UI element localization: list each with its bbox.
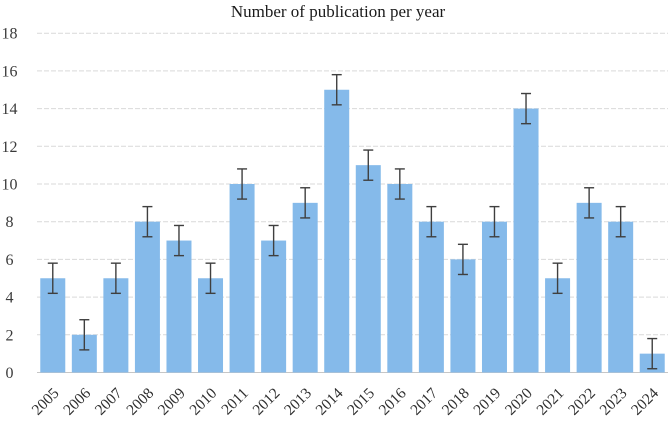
x-tick-label: 2019 xyxy=(470,385,504,419)
x-tick-label: 2015 xyxy=(344,385,378,419)
x-tick-label: 2010 xyxy=(186,385,220,419)
chart-title: Number of publication per year xyxy=(231,2,446,21)
x-tick-label: 2017 xyxy=(407,385,441,419)
bar xyxy=(355,165,381,373)
y-tick-label: 4 xyxy=(6,290,14,307)
bar xyxy=(513,108,539,373)
x-tick-label: 2005 xyxy=(29,385,63,419)
bars xyxy=(40,89,665,373)
x-tick-label: 2024 xyxy=(628,385,662,419)
x-tick-label: 2006 xyxy=(60,385,94,419)
y-tick-label: 8 xyxy=(6,214,14,231)
bar xyxy=(418,221,444,373)
x-tick-label: 2016 xyxy=(376,385,410,419)
x-tick-label: 2022 xyxy=(565,385,599,419)
x-tick-label: 2023 xyxy=(597,385,631,419)
bar xyxy=(481,221,507,373)
bar xyxy=(576,202,602,373)
bar xyxy=(608,221,634,373)
bar xyxy=(292,202,318,373)
bar xyxy=(134,221,160,373)
bar xyxy=(166,240,192,373)
y-tick-label: 0 xyxy=(6,365,14,382)
y-tick-label: 2 xyxy=(6,327,14,344)
y-tick-label: 6 xyxy=(6,252,14,269)
x-tick-label: 2011 xyxy=(218,385,252,419)
x-tick-label: 2021 xyxy=(533,385,567,419)
error-bars xyxy=(47,73,658,370)
x-tick-label: 2009 xyxy=(155,385,189,419)
bar xyxy=(450,259,476,373)
x-tick-label: 2013 xyxy=(281,385,315,419)
bar xyxy=(261,240,287,373)
x-axis-labels: 2005200620072008200920102011201220132014… xyxy=(29,385,663,419)
x-tick-label: 2018 xyxy=(439,385,473,419)
y-tick-label: 14 xyxy=(2,101,18,118)
x-tick-label: 2008 xyxy=(123,385,157,419)
bar xyxy=(229,184,255,373)
y-tick-label: 10 xyxy=(2,177,18,194)
y-axis-labels: 0 2 4 6 8 10 12 14 16 18 xyxy=(2,26,18,382)
x-tick-label: 2020 xyxy=(502,385,536,419)
x-tick-label: 2014 xyxy=(313,385,347,419)
x-tick-label: 2007 xyxy=(92,385,126,419)
y-tick-label: 18 xyxy=(2,26,18,43)
y-tick-label: 16 xyxy=(2,63,18,80)
bar xyxy=(387,184,413,373)
x-tick-label: 2012 xyxy=(250,385,284,419)
gridlines xyxy=(37,32,668,373)
y-tick-label: 12 xyxy=(2,139,18,156)
bar xyxy=(324,89,350,373)
